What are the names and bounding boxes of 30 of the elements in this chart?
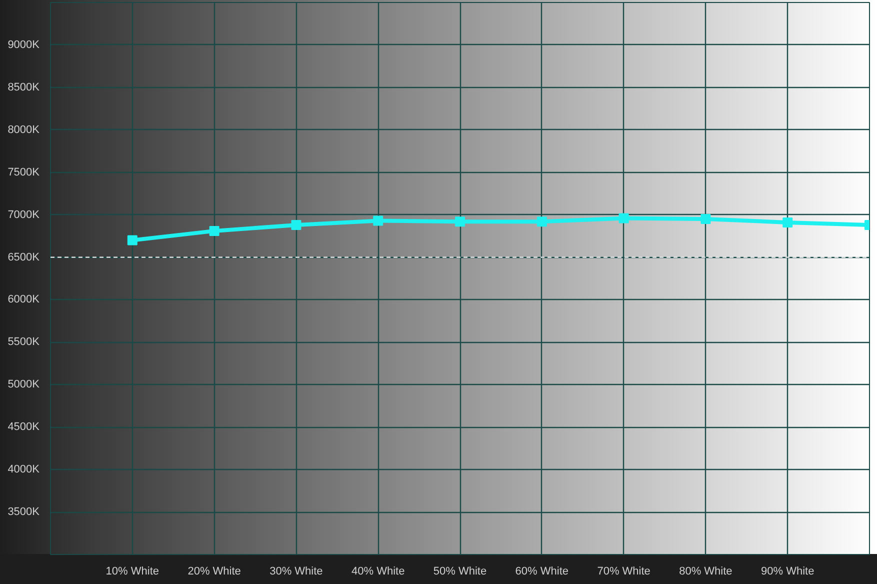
y-tick-label: 3500K: [8, 506, 40, 518]
x-tick-label: 20% White: [188, 566, 241, 578]
y-tick-label: 5500K: [8, 336, 40, 348]
x-tick-label: 70% White: [597, 566, 650, 578]
point: [618, 213, 629, 224]
y-tick-label: 4500K: [8, 421, 40, 434]
y-tick-label: 7000K: [8, 208, 40, 221]
x-tick-label: 60% White: [515, 566, 569, 578]
x-tick-label: 30% White: [270, 566, 323, 578]
point: [291, 220, 302, 230]
y-tick-label: 6500K: [8, 251, 40, 264]
point: [209, 226, 220, 236]
point: [700, 214, 711, 224]
x-tick-label: 80% White: [679, 566, 732, 578]
point: [536, 216, 547, 227]
x-tick-label: 40% White: [352, 566, 405, 578]
point: [127, 235, 138, 246]
y-tick-label: 5000K: [8, 378, 40, 391]
y-tick-label: 8500K: [8, 81, 40, 94]
y-tick-label: 9000K: [8, 38, 40, 51]
y-tick-label: 6000K: [8, 294, 40, 306]
y-tick-label: 8000K: [8, 124, 40, 136]
point: [455, 216, 465, 227]
point: [373, 216, 384, 226]
y-tick-label: 4000K: [8, 464, 40, 476]
x-tick-label: 90% White: [761, 566, 814, 578]
x-tick-label: 50% White: [433, 566, 487, 578]
point: [782, 217, 793, 228]
y-tick-label: 7500K: [8, 166, 40, 178]
x-tick-label: 10% White: [106, 566, 160, 578]
